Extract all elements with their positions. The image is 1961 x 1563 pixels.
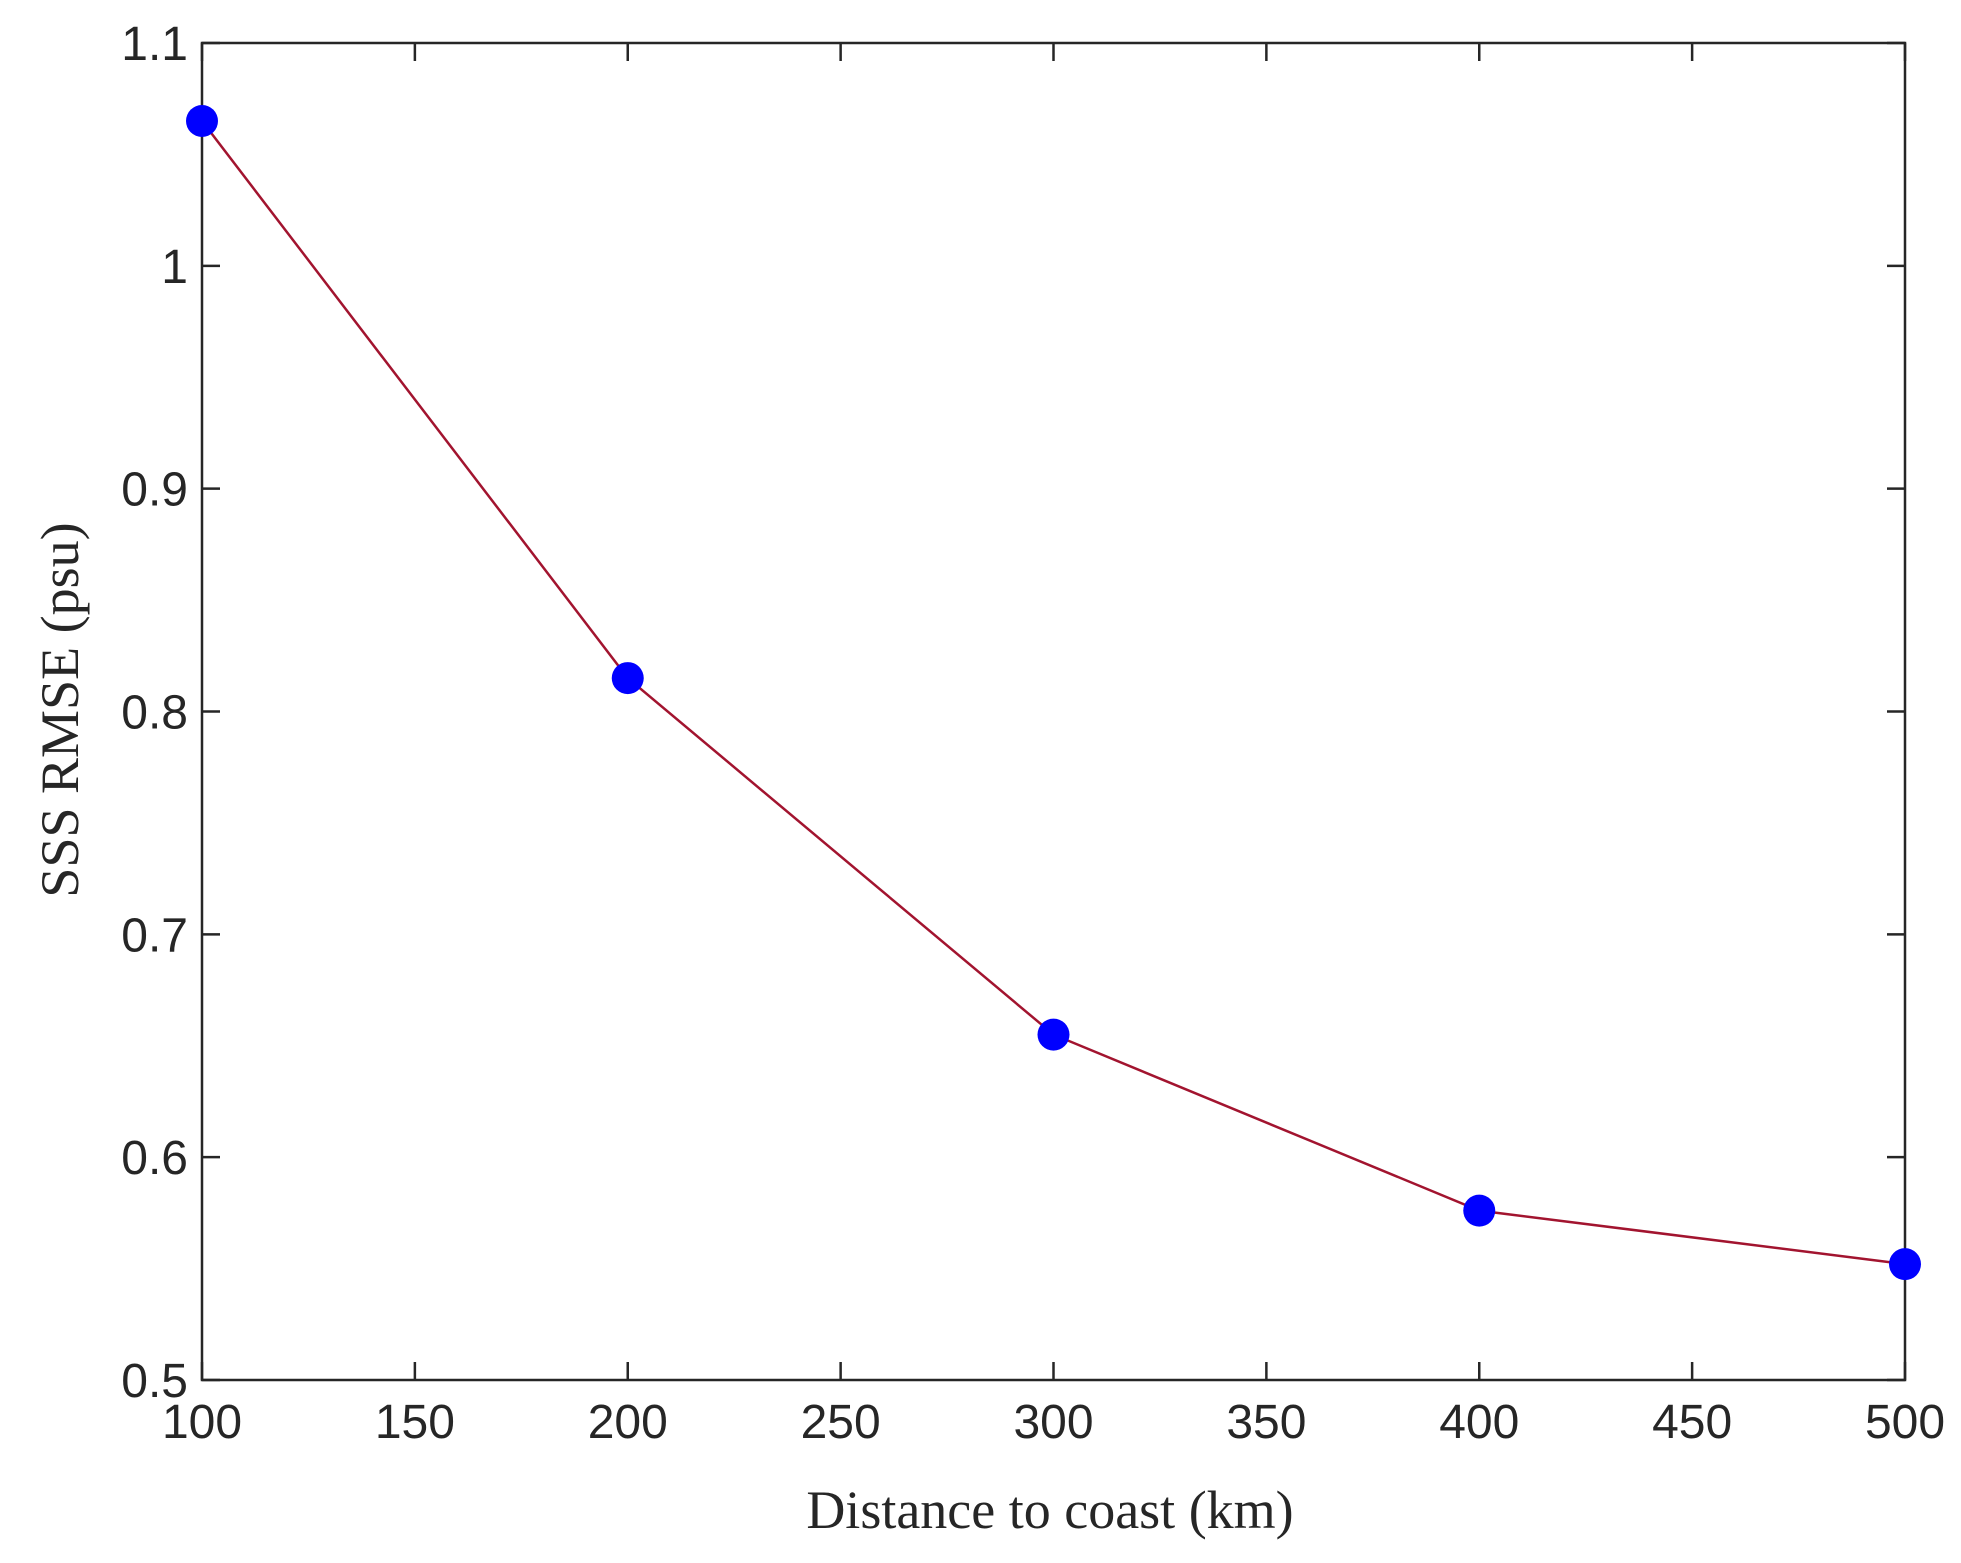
- x-tick-label: 400: [1439, 1396, 1519, 1449]
- x-tick-label: 100: [162, 1396, 242, 1449]
- data-point: [1463, 1194, 1496, 1227]
- y-tick-label: 0.7: [121, 909, 188, 962]
- y-tick-label: 0.8: [121, 687, 188, 740]
- x-tick-label: 300: [1013, 1396, 1093, 1449]
- plot-area: [200, 41, 1907, 1382]
- y-tick-label: 0.9: [121, 464, 188, 517]
- y-tick-label: 1.1: [121, 18, 188, 71]
- x-tick-label: 500: [1865, 1396, 1945, 1449]
- data-point: [1037, 1018, 1070, 1051]
- y-tick-label: 0.6: [121, 1132, 188, 1185]
- x-axis-title: Distance to coast (km): [806, 1480, 1293, 1540]
- axis-ticks: [200, 41, 1907, 1382]
- x-tick-label: 250: [801, 1396, 881, 1449]
- y-axis-title: SSS RMSE (psu): [30, 522, 90, 897]
- x-tick-label: 150: [375, 1396, 455, 1449]
- data-point: [1889, 1248, 1921, 1281]
- y-tick-label: 0.5: [121, 1355, 188, 1408]
- x-tick-label: 200: [588, 1396, 668, 1449]
- data-point: [186, 104, 218, 137]
- series-layer: [186, 104, 1921, 1281]
- x-tick-label: 350: [1226, 1396, 1306, 1449]
- y-tick-label: 1: [161, 241, 188, 294]
- data-point: [611, 662, 644, 695]
- axis-tick-labels: 100 150 200 250 300 350 400 450 500 0.5 0.6 0.7 0.8 0…: [121, 18, 1945, 1449]
- plot-border: [200, 41, 1907, 1382]
- x-tick-label: 450: [1652, 1396, 1732, 1449]
